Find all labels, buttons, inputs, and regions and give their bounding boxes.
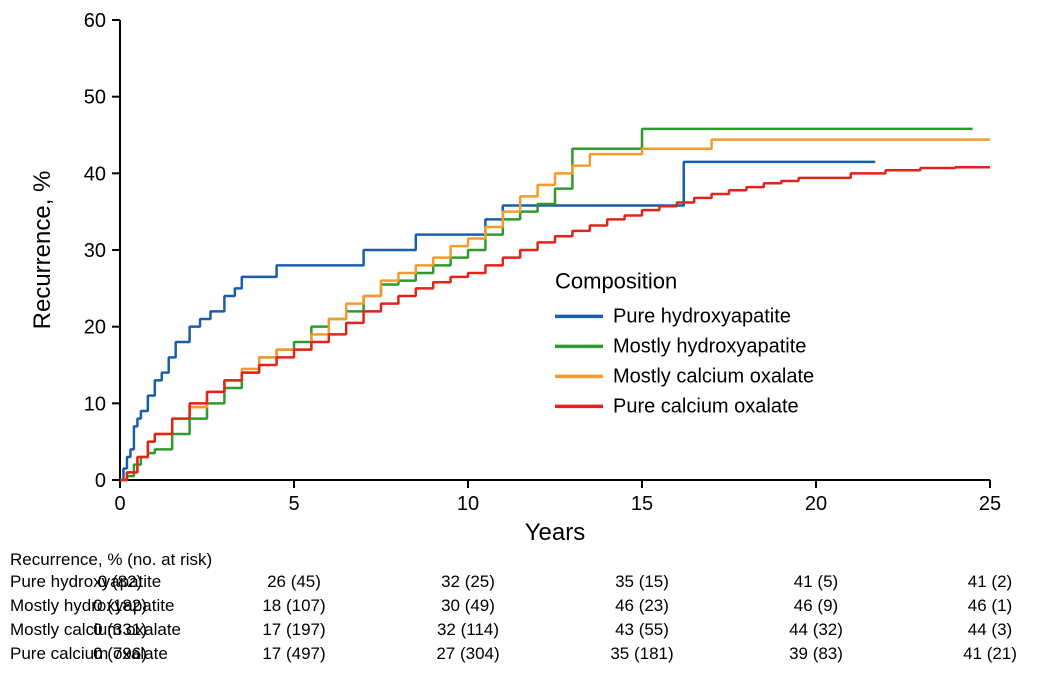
x-tick-label: 10: [457, 493, 479, 515]
x-tick-label: 0: [114, 493, 125, 515]
y-tick-label: 40: [84, 163, 106, 185]
risk-cell: 46 (9): [794, 596, 838, 616]
risk-cell: 27 (304): [436, 644, 499, 664]
risk-cell: 0 (82): [98, 572, 142, 592]
recurrence-chart: 0 10 20 30 40 50 60 0 5 10 15 20 25 Years Recurrence, …: [0, 0, 1050, 550]
series-line-pure_calcium_oxalate: [120, 167, 990, 480]
y-tick-label: 60: [84, 10, 106, 32]
risk-cell: 0 (796): [93, 644, 147, 664]
x-tick-label: 20: [805, 493, 827, 515]
risk-cell: 41 (21): [963, 644, 1017, 664]
risk-cell: 30 (49): [441, 596, 495, 616]
risk-cell: 44 (3): [968, 620, 1012, 640]
risk-cell: 32 (25): [441, 572, 495, 592]
x-tick-label: 5: [288, 493, 299, 515]
risk-cell: 17 (197): [262, 620, 325, 640]
x-tick-label: 25: [979, 493, 1001, 515]
risk-cell: 41 (5): [794, 572, 838, 592]
risk-cell: 39 (83): [789, 644, 843, 664]
x-tick-label: 15: [631, 493, 653, 515]
legend-label-mostly_hydroxyapatite: Mostly hydroxyapatite: [613, 335, 806, 357]
y-tick-label: 0: [95, 470, 106, 492]
risk-cell: 46 (1): [968, 596, 1012, 616]
risk-cell: 18 (107): [262, 596, 325, 616]
risk-cell: 35 (15): [615, 572, 669, 592]
risk-cell: 0 (331): [93, 620, 147, 640]
y-tick-label: 20: [84, 317, 106, 339]
series-line-mostly_hydroxyapatite: [120, 129, 973, 480]
risk-cell: 44 (32): [789, 620, 843, 640]
risk-cell: 43 (55): [615, 620, 669, 640]
x-axis-title: Years: [525, 519, 586, 546]
risk-cell: 46 (23): [615, 596, 669, 616]
risk-cell: 26 (45): [267, 572, 321, 592]
risk-table-header: Recurrence, % (no. at risk): [10, 550, 212, 570]
legend-label-pure_calcium_oxalate: Pure calcium oxalate: [613, 395, 799, 417]
risk-cell: 41 (2): [968, 572, 1012, 592]
y-tick-label: 50: [84, 87, 106, 109]
y-tick-label: 10: [84, 393, 106, 415]
legend-title: Composition: [555, 268, 677, 293]
legend-label-mostly_calcium_oxalate: Mostly calcium oxalate: [613, 365, 814, 387]
risk-cell: 17 (497): [262, 644, 325, 664]
y-axis-title: Recurrence, %: [29, 171, 56, 330]
risk-cell: 0 (182): [93, 596, 147, 616]
risk-cell: 32 (114): [437, 620, 499, 640]
y-tick-label: 30: [84, 240, 106, 262]
legend-label-pure_hydroxyapatite: Pure hydroxyapatite: [613, 305, 791, 327]
risk-cell: 35 (181): [610, 644, 673, 664]
